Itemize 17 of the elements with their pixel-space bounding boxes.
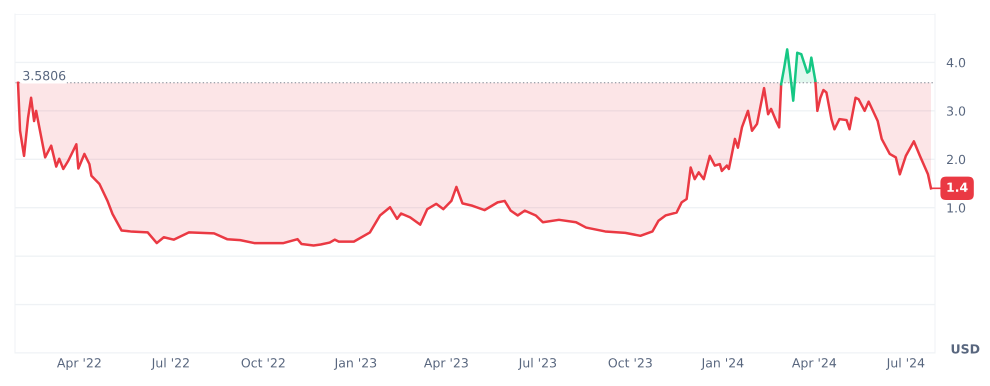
y-tick-label: 3.0	[947, 106, 966, 116]
x-tick-label: Apr '24	[792, 358, 836, 370]
x-tick-label: Jan '24	[700, 358, 744, 370]
x-tick-label: Apr '23	[424, 358, 468, 370]
text: USD	[952, 344, 980, 354]
x-tick-label: Oct '22	[242, 358, 285, 368]
y-tick-label: 1.0	[947, 203, 966, 213]
y-tick-label: 2.0	[947, 154, 966, 164]
x-tick-label: Oct '23	[608, 358, 652, 368]
y-tick-label: 4.0	[946, 58, 966, 68]
x-tick-label: Jul '23	[518, 358, 556, 370]
annotation: 1.4	[947, 182, 968, 192]
x-tick-label: Apr '22	[56, 358, 101, 370]
x-tick-label: Jul '22	[151, 358, 189, 370]
x-tick-label: Jul '24	[886, 358, 924, 370]
x-tick-label: Jan '23	[334, 358, 376, 370]
ref-line-label: 3.5806	[23, 70, 66, 80]
